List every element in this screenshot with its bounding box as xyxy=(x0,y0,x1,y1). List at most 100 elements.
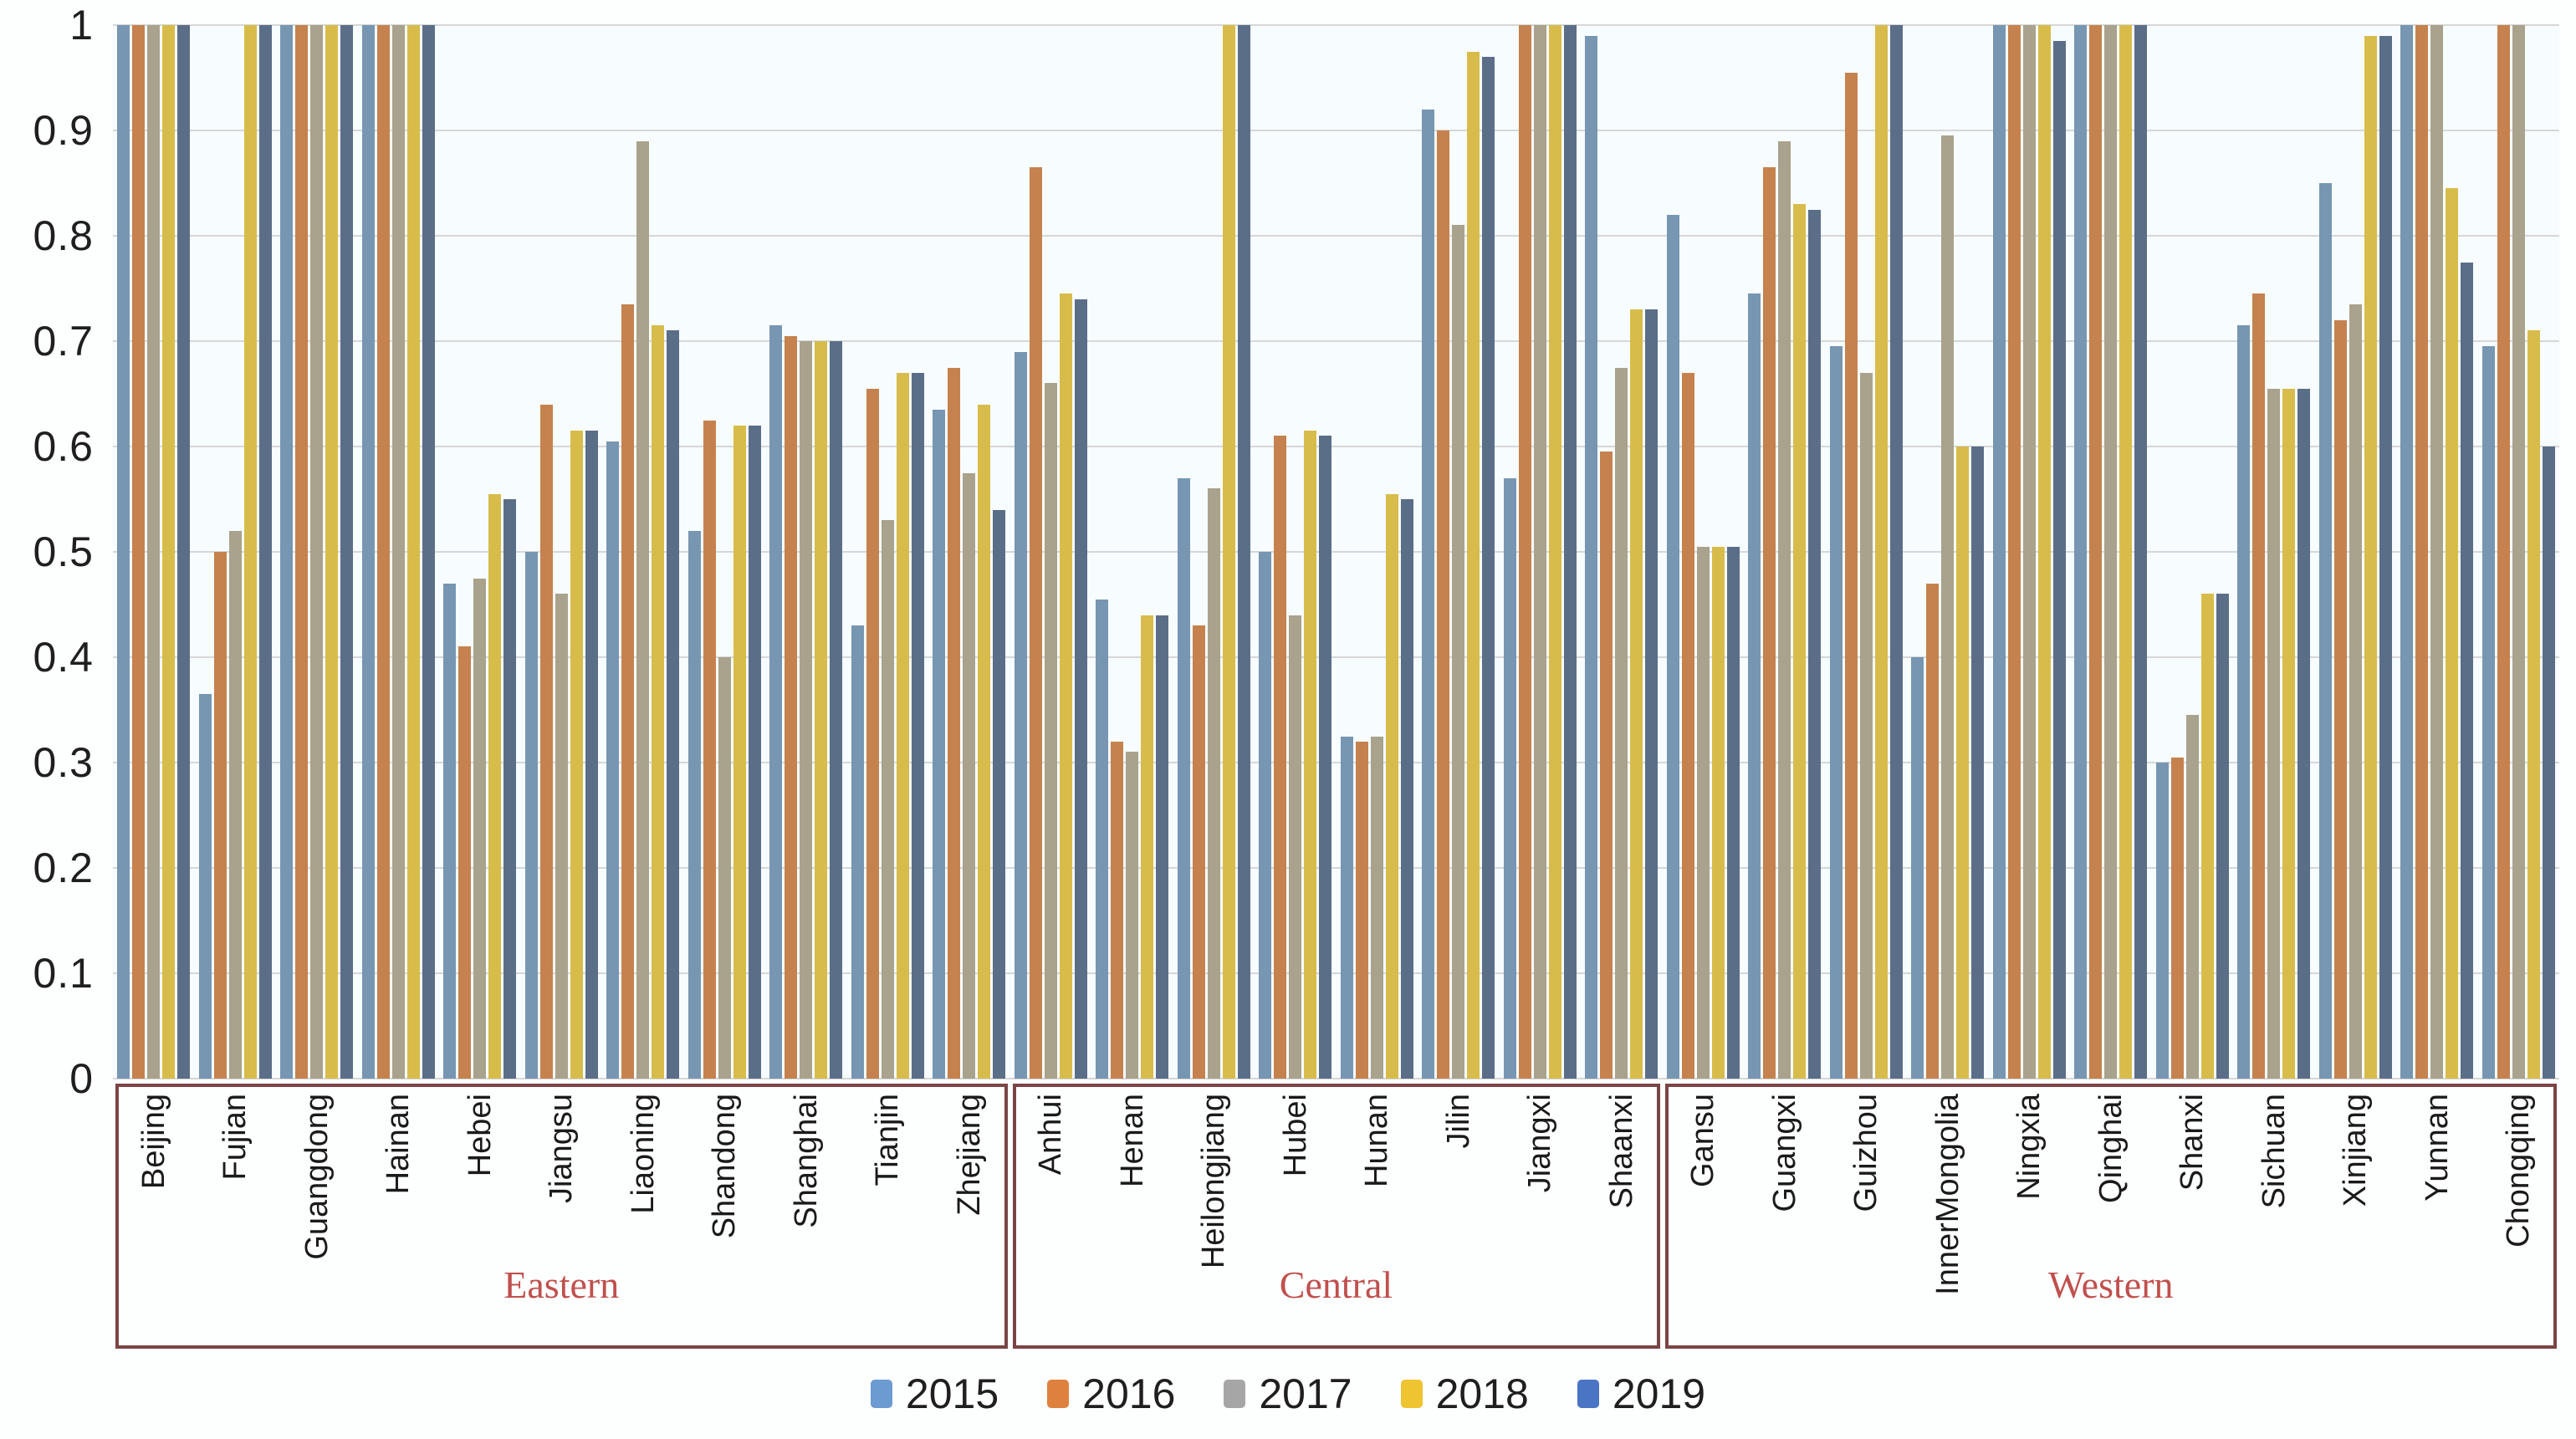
bar-henan-2017 xyxy=(1126,752,1139,1079)
bar-hebei-2019 xyxy=(503,499,517,1079)
bar-zhejiang-2018 xyxy=(978,404,991,1079)
bar-guizhou-2019 xyxy=(1889,25,1903,1079)
bar-heilongjiang-2019 xyxy=(1237,25,1250,1079)
bar-innermongolia-2017 xyxy=(1941,135,1955,1079)
bar-beijing-2017 xyxy=(147,25,161,1079)
bar-jiangxi-2019 xyxy=(1563,25,1577,1079)
bar-sichuan-2017 xyxy=(2267,388,2281,1079)
bar-qinghai-2019 xyxy=(2134,25,2148,1079)
bar-xinjiang-2015 xyxy=(2318,183,2332,1079)
bar-chongqing-2015 xyxy=(2481,346,2495,1079)
bar-hunan-2017 xyxy=(1370,736,1383,1079)
bar-hunan-2016 xyxy=(1355,741,1368,1079)
bar-tianjin-2019 xyxy=(911,372,924,1079)
bar-zhejiang-2019 xyxy=(993,509,1006,1079)
bar-anhui-2015 xyxy=(1014,351,1027,1079)
bar-henan-2019 xyxy=(1156,615,1169,1079)
bar-tianjin-2018 xyxy=(896,372,909,1079)
bar-shandong-2019 xyxy=(748,425,761,1079)
gridline-0 xyxy=(113,1078,2559,1079)
bar-hubei-2016 xyxy=(1274,436,1287,1079)
bar-shanxi-2015 xyxy=(2155,763,2169,1079)
bar-shanxi-2019 xyxy=(2216,594,2229,1079)
bar-guizhou-2016 xyxy=(1844,72,1858,1079)
bar-chongqing-2018 xyxy=(2527,330,2540,1079)
bar-hunan-2018 xyxy=(1385,493,1398,1079)
gridline-0.8 xyxy=(113,235,2559,237)
bar-yunnan-2018 xyxy=(2446,188,2459,1079)
bar-hubei-2019 xyxy=(1319,436,1332,1079)
gridline-0.6 xyxy=(113,446,2559,447)
bar-shanghai-2018 xyxy=(815,341,828,1079)
gridline-0.7 xyxy=(113,340,2559,342)
bar-group-innermongolia xyxy=(1907,25,1989,1079)
bar-group-hebei xyxy=(439,25,521,1079)
bar-hebei-2017 xyxy=(473,578,487,1079)
bar-group-sichuan xyxy=(2233,25,2315,1079)
bar-innermongolia-2016 xyxy=(1926,583,1940,1079)
bar-group-jilin xyxy=(1418,25,1500,1079)
bar-group-xinjiang xyxy=(2315,25,2397,1079)
bar-beijing-2015 xyxy=(117,25,130,1079)
bar-liaoning-2016 xyxy=(621,304,635,1079)
bar-group-hubei xyxy=(1255,25,1337,1079)
bar-guizhou-2017 xyxy=(1859,372,1873,1079)
legend-label-2019: 2019 xyxy=(1612,1370,1706,1417)
bar-jiangxi-2018 xyxy=(1548,25,1561,1079)
bar-gansu-2017 xyxy=(1696,546,1710,1079)
legend-swatch-2015 xyxy=(870,1380,892,1408)
bar-qinghai-2015 xyxy=(2074,25,2088,1079)
bar-shandong-2017 xyxy=(718,657,731,1079)
bar-group-zhejiang xyxy=(928,25,1010,1079)
region-label-central: Central xyxy=(1279,1263,1393,1306)
bar-shaanxi-2015 xyxy=(1585,35,1598,1079)
bar-yunnan-2017 xyxy=(2430,25,2444,1079)
gridline-0.2 xyxy=(113,867,2559,869)
bar-jilin-2015 xyxy=(1422,109,1435,1079)
bar-fujian-2018 xyxy=(243,25,257,1079)
bar-group-jiangxi xyxy=(1500,25,1582,1079)
bar-zhejiang-2015 xyxy=(933,409,946,1079)
bar-ningxia-2016 xyxy=(2007,25,2021,1079)
gridline-1 xyxy=(113,24,2559,26)
bar-group-anhui xyxy=(1010,25,1092,1079)
legend-swatch-2019 xyxy=(1577,1380,1599,1408)
bar-qinghai-2016 xyxy=(2089,25,2103,1079)
bar-shaanxi-2016 xyxy=(1600,452,1613,1079)
bar-group-yunnan xyxy=(2396,25,2478,1079)
bar-sichuan-2015 xyxy=(2237,325,2251,1079)
bar-hebei-2015 xyxy=(443,583,457,1079)
bar-gansu-2016 xyxy=(1681,372,1694,1079)
bar-hubei-2018 xyxy=(1304,431,1317,1079)
bar-shanxi-2017 xyxy=(2185,715,2199,1079)
bar-group-shaanxi xyxy=(1581,25,1663,1079)
bar-shandong-2018 xyxy=(733,425,746,1079)
legend-swatch-2017 xyxy=(1224,1380,1246,1408)
bar-jilin-2019 xyxy=(1482,56,1495,1079)
gridline-0.4 xyxy=(113,656,2559,658)
bar-guangdong-2016 xyxy=(295,25,309,1079)
bar-heilongjiang-2016 xyxy=(1192,625,1205,1079)
bar-group-chongqing xyxy=(2478,25,2560,1079)
region-box-central: Central xyxy=(1012,1084,1660,1349)
bar-zhejiang-2017 xyxy=(963,472,976,1079)
bar-group-heilongjiang xyxy=(1173,25,1255,1079)
region-box-eastern: Eastern xyxy=(115,1084,1008,1349)
legend-label-2017: 2017 xyxy=(1259,1370,1352,1417)
bar-jilin-2017 xyxy=(1452,225,1465,1079)
bar-qinghai-2017 xyxy=(2104,25,2118,1079)
bar-group-fujian xyxy=(195,25,277,1079)
bar-sichuan-2018 xyxy=(2282,388,2296,1079)
bar-shanghai-2017 xyxy=(800,341,813,1079)
region-label-western: Western xyxy=(2047,1263,2174,1306)
bar-liaoning-2018 xyxy=(652,325,665,1079)
bar-chongqing-2019 xyxy=(2542,446,2555,1079)
bar-shandong-2015 xyxy=(687,530,701,1079)
bar-jiangsu-2016 xyxy=(539,404,553,1079)
bar-anhui-2019 xyxy=(1074,299,1087,1079)
bar-ningxia-2015 xyxy=(1992,25,2006,1079)
bar-group-guizhou xyxy=(1826,25,1908,1079)
bar-group-liaoning xyxy=(602,25,684,1079)
bar-guangxi-2018 xyxy=(1793,204,1807,1079)
gridline-0.9 xyxy=(113,130,2559,131)
